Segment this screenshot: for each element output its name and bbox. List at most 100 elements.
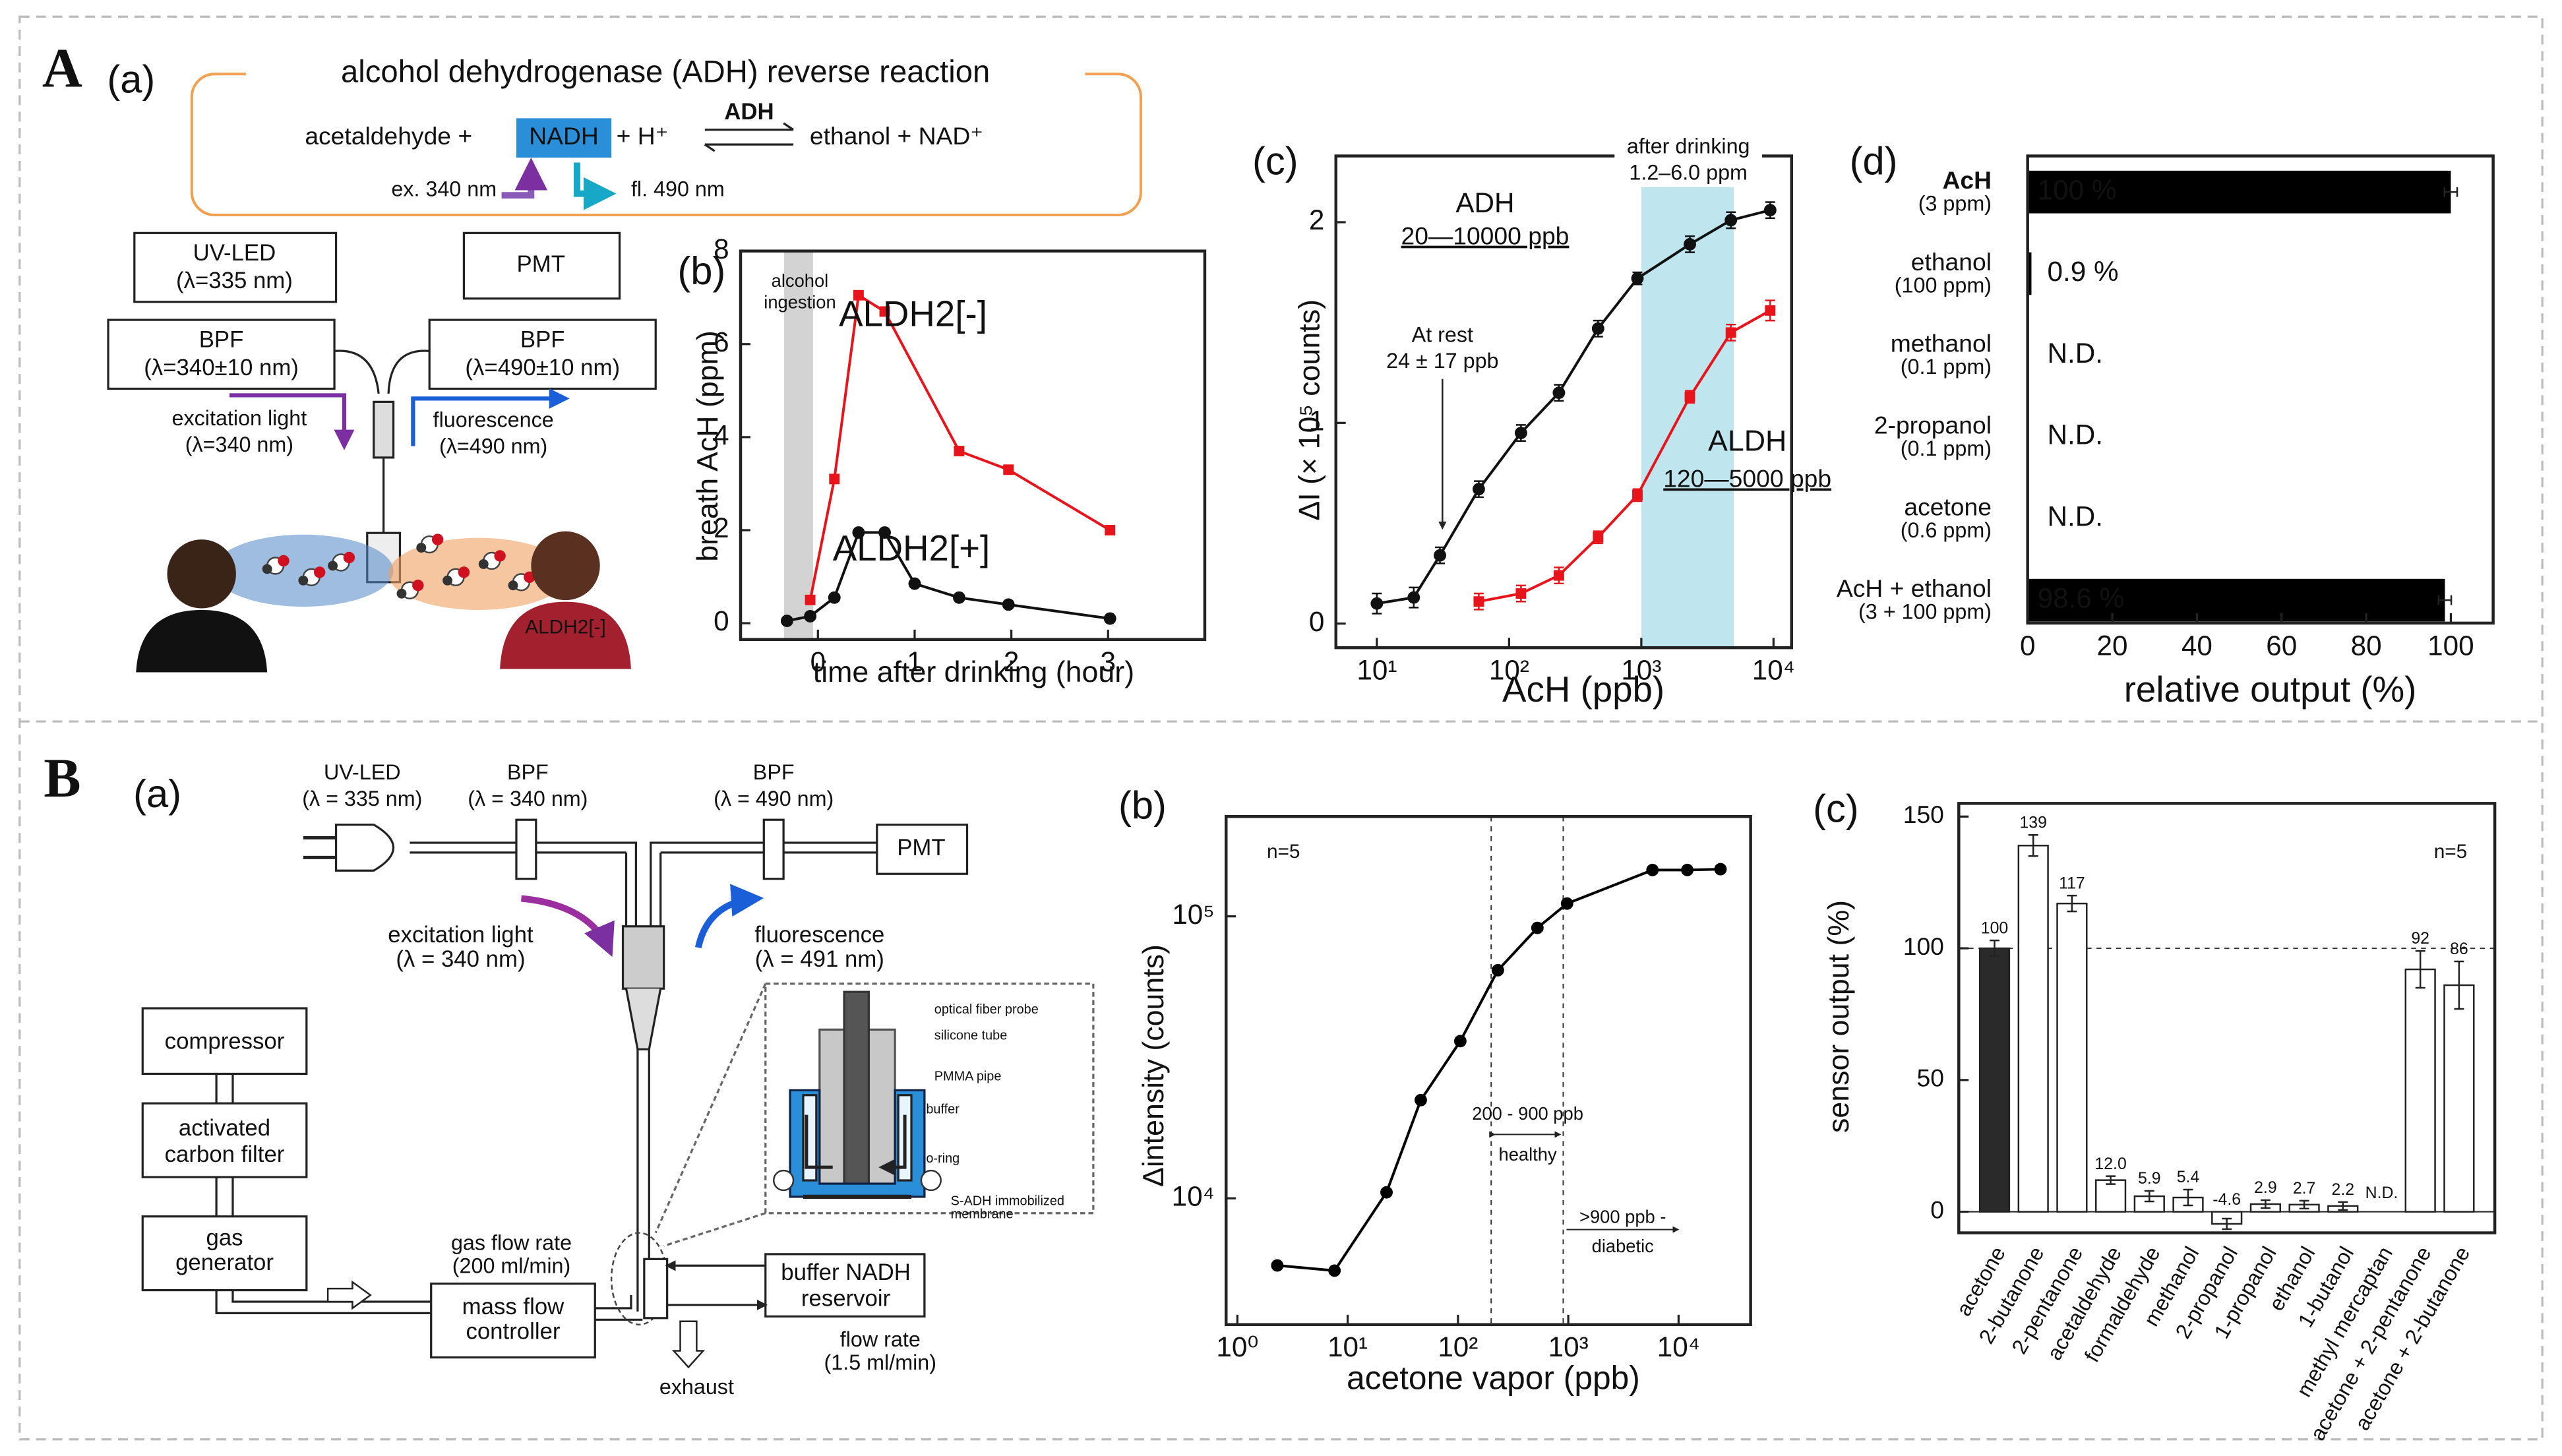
box: [141, 1007, 308, 1076]
x-tick-label: 20: [2097, 630, 2128, 661]
data-point: [1105, 525, 1116, 535]
data-point: [1763, 204, 1777, 217]
molecule-atom: [412, 580, 424, 592]
x-tick-label: 80: [2351, 630, 2382, 661]
category-label: 2-propanol: [1874, 411, 1992, 439]
annotation: healthy: [1499, 1144, 1557, 1165]
plot-frame: [1957, 802, 2497, 1234]
data-point: [828, 591, 841, 604]
label: (1.5 ml/min): [824, 1350, 936, 1374]
error-bar: [2028, 834, 2038, 857]
data-point: [1593, 531, 1604, 543]
o-ring: [772, 1169, 795, 1192]
category-label: ethanol: [1911, 248, 1992, 276]
molecule-atom: [431, 533, 444, 545]
error-bar: [2260, 1199, 2271, 1209]
value-label: 5.4: [2177, 1168, 2200, 1186]
label: fluorescence: [433, 408, 554, 432]
data-point: [780, 615, 793, 628]
molecule-atom: [508, 580, 518, 591]
plot-frame: [1224, 814, 1752, 1326]
molecule-atom: [416, 543, 427, 553]
x-axis-label: AcH (ppb): [1502, 669, 1664, 710]
emission-arrow: [573, 162, 617, 210]
label: generator: [175, 1250, 274, 1275]
reverse-arrow: [704, 143, 794, 152]
error-bar: [1990, 939, 1999, 957]
molecule-atom: [396, 588, 407, 599]
bar: [2404, 968, 2436, 1213]
data-point: [852, 526, 865, 539]
value-label: 98.6 %: [2038, 582, 2125, 613]
panel-label: (b): [677, 249, 725, 293]
data-point: [1552, 386, 1566, 400]
y-axis-label: ΔI (× 10⁵ counts): [1293, 299, 1326, 521]
x-tick-label: 10²: [1489, 655, 1529, 686]
annotation: 24 ± 17 ppb: [1386, 349, 1498, 373]
molecule-atom: [278, 555, 290, 567]
label: BPF: [199, 328, 244, 353]
value-label: 86: [2450, 940, 2468, 958]
taper: [625, 988, 662, 1050]
x-tick-label: 60: [2266, 630, 2297, 661]
annotation: after drinking: [1627, 135, 1750, 158]
label: (λ=335 nm): [176, 268, 293, 293]
error-bar: [2183, 1188, 2193, 1207]
x-tick-label: 10³: [1548, 1331, 1589, 1362]
label: carbon filter: [165, 1142, 285, 1167]
cell: [643, 1258, 669, 1320]
label: ethanol + NAD⁺: [810, 122, 983, 150]
value-label: 2.2: [2332, 1181, 2355, 1199]
label: NADH: [529, 122, 599, 150]
panel-letter: B: [44, 748, 80, 809]
o-ring: [920, 1169, 942, 1192]
y-tick-label: 50: [1916, 1064, 1943, 1092]
label: o-ring: [926, 1151, 960, 1166]
label: ALDH2[+]: [159, 624, 245, 646]
figure-border: [18, 15, 2544, 1441]
label: optical fiber probe: [934, 1002, 1039, 1017]
label: (λ = 340 nm): [468, 787, 588, 810]
data-point: [805, 594, 816, 605]
data-point: [1646, 863, 1659, 876]
label: BPF: [520, 328, 565, 353]
y-tick-label: 4: [714, 419, 729, 450]
data-point: [1472, 483, 1485, 496]
data-point: [1515, 588, 1527, 599]
data-point: [1328, 1264, 1341, 1277]
person-head: [531, 531, 600, 601]
excitation-arrow: [501, 158, 548, 199]
box: [141, 1215, 308, 1292]
data-point: [1434, 549, 1446, 562]
excitation-arrow: [229, 393, 355, 450]
annotation: alcohol: [772, 270, 829, 291]
label: UV-LED: [324, 760, 401, 784]
series-label: ALDH2[+]: [833, 528, 991, 568]
label: buffer NADH: [781, 1260, 911, 1285]
y-axis-label: Δintensity (counts): [1137, 944, 1170, 1187]
error-bar: [2437, 595, 2453, 605]
bar: [2094, 1179, 2127, 1213]
x-tick-label: 100: [2427, 630, 2474, 661]
plot-frame: [739, 249, 1207, 642]
molecule-atom: [494, 550, 506, 562]
reaction-title: alcohol dehydrogenase (ADH) reverse reac…: [341, 55, 990, 90]
bar: [2027, 578, 2445, 622]
label: silicone tube: [934, 1029, 1008, 1043]
error-bar: [2338, 1201, 2348, 1211]
label: reservoir: [801, 1287, 890, 1312]
molecule-atom: [343, 551, 355, 564]
buffer-flow: [805, 1114, 907, 1168]
connector: [621, 925, 665, 990]
data-point: [908, 577, 921, 590]
error-bar: [2067, 894, 2077, 913]
panel-label: (a): [107, 57, 155, 101]
label: fluorescence: [754, 923, 884, 948]
bar: [1978, 947, 2011, 1213]
fluorescence-arrow: [695, 884, 764, 949]
person-body: [136, 610, 268, 673]
category-sublabel: (0.1 ppm): [1901, 355, 1992, 379]
plot-frame: [1334, 154, 1794, 650]
label: (λ = 491 nm): [755, 947, 884, 972]
